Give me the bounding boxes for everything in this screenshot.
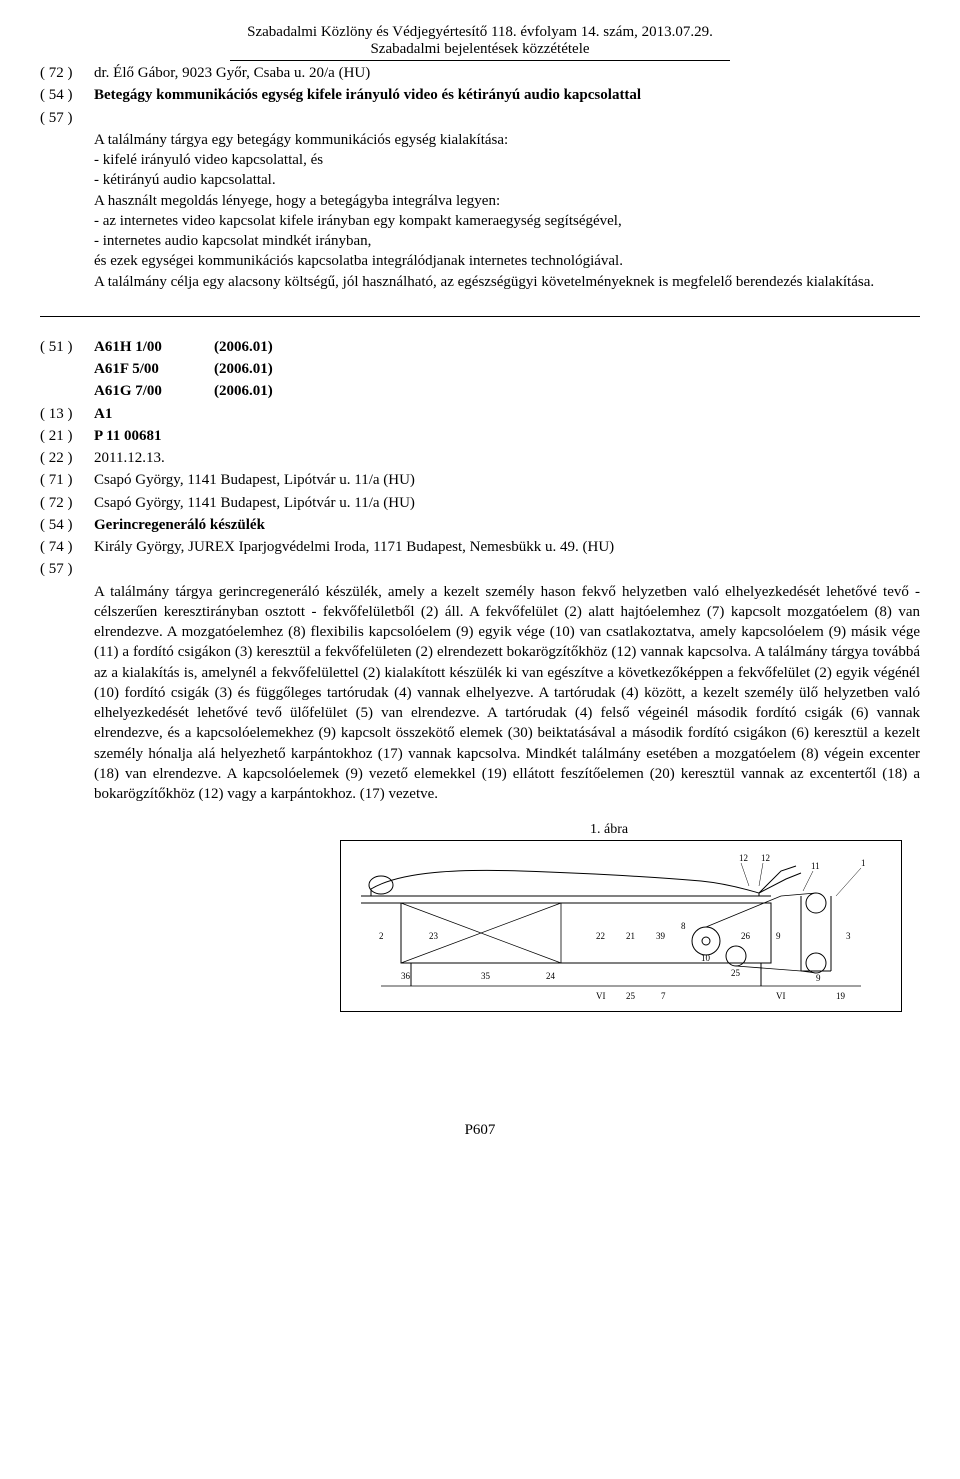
ref-label: 39: [656, 931, 666, 941]
abstract-1-line: A találmány tárgya egy betegágy kommunik…: [94, 130, 920, 150]
page-header: Szabadalmi Közlöny és Védjegyértesítő 11…: [40, 24, 920, 61]
ref-label: 8: [681, 921, 686, 931]
figure-drawing: 12 12 11 1 2 23 22 21 39 8 26 9 3 36 35 …: [340, 840, 902, 1012]
ref-label: 9: [776, 931, 781, 941]
ref-label: 12: [761, 853, 770, 863]
header-line-2: Szabadalmi bejelentések közzététele: [230, 41, 729, 61]
ref-label: VI: [776, 991, 786, 1001]
ipc-class: A61H 1/00: [94, 337, 214, 357]
field-72-value: dr. Élő Gábor, 9023 Győr, Csaba u. 20/a …: [94, 63, 920, 83]
ref-label: 11: [811, 861, 820, 871]
figure-block: 1. ábra: [340, 822, 920, 1012]
ref-label: 7: [661, 991, 666, 1001]
header-line-1: Szabadalmi Közlöny és Védjegyértesítő 11…: [40, 24, 920, 41]
abstract-1-line: és ezek egységei kommunikációs kapcsolat…: [94, 251, 920, 271]
ref-label: 10: [701, 953, 711, 963]
abstract-2: A találmány tárgya gerincregeneráló kész…: [94, 582, 920, 805]
field-71-value: Csapó György, 1141 Budapest, Lipótvár u.…: [94, 470, 920, 490]
ref-label: 21: [626, 931, 635, 941]
field-22-value: 2011.12.13.: [94, 448, 920, 468]
ipc-class: A61F 5/00: [94, 359, 214, 379]
abstract-1-line: - az internetes video kapcsolat kifele i…: [94, 211, 920, 231]
field-21-value: P 11 00681: [94, 426, 920, 446]
ref-label: 25: [731, 968, 741, 978]
field-74-value: Király György, JUREX Iparjogvédelmi Irod…: [94, 537, 920, 557]
field-54-code: ( 54 ): [40, 85, 94, 105]
field-54-value: Betegágy kommunikációs egység kifele irá…: [94, 85, 920, 105]
patent-figure-svg: 12 12 11 1 2 23 22 21 39 8 26 9 3 36 35 …: [341, 841, 901, 1011]
ref-label: 25: [626, 991, 636, 1001]
ref-label: 24: [546, 971, 556, 981]
abstract-1: A találmány tárgya egy betegágy kommunik…: [94, 130, 920, 292]
field-71-code: ( 71 ): [40, 470, 94, 490]
abstract-1-line: - kifelé irányuló video kapcsolattal, és: [94, 150, 920, 170]
field-13-value: A1: [94, 404, 920, 424]
ref-label: 23: [429, 931, 439, 941]
field-72-code: ( 72 ): [40, 63, 94, 83]
ref-label: 2: [379, 931, 384, 941]
ref-label: 9: [816, 973, 821, 983]
field-13-code: ( 13 ): [40, 404, 94, 424]
field-72-code: ( 72 ): [40, 493, 94, 513]
field-74-code: ( 74 ): [40, 537, 94, 557]
ipc-version: (2006.01): [214, 359, 273, 379]
field-54-code: ( 54 ): [40, 515, 94, 535]
field-22-code: ( 22 ): [40, 448, 94, 468]
ipc-class: A61G 7/00: [94, 381, 214, 401]
record-1: ( 72 ) dr. Élő Gábor, 9023 Győr, Csaba u…: [40, 63, 920, 292]
abstract-1-line: A használt megoldás lényege, hogy a bete…: [94, 191, 920, 211]
ref-label: 12: [739, 853, 748, 863]
figure-caption: 1. ábra: [590, 822, 920, 838]
field-54-value: Gerincregeneráló készülék: [94, 515, 920, 535]
abstract-1-line: - kétirányú audio kapcsolattal.: [94, 170, 920, 190]
ref-label: 3: [846, 931, 851, 941]
abstract-1-line: - internetes audio kapcsolat mindkét irá…: [94, 231, 920, 251]
ipc-version: (2006.01): [214, 381, 273, 401]
ref-label: 36: [401, 971, 411, 981]
field-57-code: ( 57 ): [40, 559, 94, 579]
ipc-row: A61F 5/00 (2006.01): [94, 359, 920, 379]
field-51-code: ( 51 ): [40, 337, 94, 357]
page-number: P607: [40, 1122, 920, 1139]
ref-label: 35: [481, 971, 491, 981]
record-2: ( 51 ) A61H 1/00 (2006.01) A61F 5/00 (20…: [40, 337, 920, 805]
ref-label: 26: [741, 931, 751, 941]
ref-label: 22: [596, 931, 605, 941]
abstract-2-text: A találmány tárgya gerincregeneráló kész…: [94, 582, 920, 805]
ref-label: 1: [861, 858, 866, 868]
field-72-value: Csapó György, 1141 Budapest, Lipótvár u.…: [94, 493, 920, 513]
field-21-code: ( 21 ): [40, 426, 94, 446]
ref-label: 19: [836, 991, 846, 1001]
abstract-1-line: A találmány célja egy alacsony költségű,…: [94, 272, 920, 292]
ref-label: VI: [596, 991, 606, 1001]
ipc-version: (2006.01): [214, 337, 273, 357]
ipc-row: A61H 1/00 (2006.01): [94, 337, 920, 357]
ipc-row: A61G 7/00 (2006.01): [94, 381, 920, 401]
field-57-code: ( 57 ): [40, 108, 94, 128]
separator: [40, 316, 920, 317]
